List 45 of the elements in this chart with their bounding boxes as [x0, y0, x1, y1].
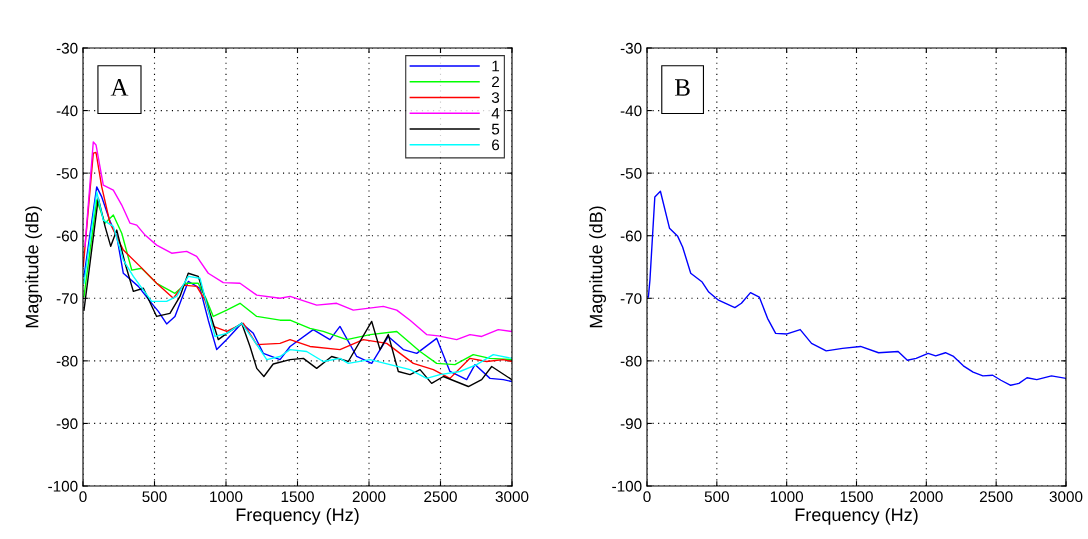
y-tick-label: -80 — [56, 355, 78, 367]
y-tick-label: -60 — [620, 230, 642, 242]
y-tick-label: -30 — [620, 42, 642, 54]
y-tick-label: -80 — [620, 355, 642, 367]
legend-label: 3 — [491, 92, 500, 103]
x-tick-label: 0 — [643, 491, 651, 503]
y-tick-label: -30 — [56, 42, 78, 54]
legend-label: 6 — [492, 139, 500, 151]
x-tick-label: 1000 — [210, 491, 243, 503]
y-tick-label: -60 — [56, 230, 78, 242]
y-tick-label: -70 — [620, 293, 642, 304]
x-tick-label: 1500 — [840, 491, 873, 503]
x-tick-label: 2000 — [352, 491, 386, 503]
legend-label: 1 — [492, 60, 500, 72]
legend-label: 4 — [491, 108, 500, 119]
x-tick-label: 2500 — [424, 491, 457, 503]
y-tick-label: -70 — [56, 293, 78, 304]
line-series — [84, 141, 512, 341]
x-tick-label: 2000 — [910, 491, 943, 503]
y-axis-title: Magnitude (dB) — [25, 206, 43, 328]
x-tick-label: 0 — [79, 491, 87, 503]
x-tick-label: 500 — [704, 491, 729, 503]
x-tick-label: 3000 — [495, 491, 529, 503]
y-tick-label: -100 — [48, 480, 78, 492]
x-axis-title: Frequency (Hz) — [236, 507, 359, 525]
line-series — [647, 190, 1066, 386]
legend-label: 2 — [492, 76, 500, 88]
x-axis-title: Frequency (Hz) — [795, 507, 918, 525]
annotation: B — [675, 79, 690, 96]
y-tick-label: -90 — [620, 418, 642, 430]
x-tick-label: 500 — [142, 491, 167, 503]
x-tick-label: 1000 — [770, 491, 804, 503]
annotation: A — [110, 79, 129, 96]
y-tick-label: -40 — [56, 105, 78, 117]
y-tick-label: -90 — [56, 418, 78, 430]
line-series — [83, 151, 512, 380]
y-tick-label: -100 — [612, 480, 642, 492]
y-tick-label: -50 — [56, 168, 78, 179]
x-tick-label: 1500 — [281, 491, 314, 503]
y-axis-title: Magnitude (dB) — [589, 206, 607, 328]
legend-label: 5 — [491, 123, 500, 135]
y-tick-label: -40 — [620, 105, 642, 117]
x-tick-label: 2500 — [979, 491, 1013, 503]
y-tick-label: -50 — [620, 168, 642, 179]
x-tick-label: 3000 — [1049, 491, 1083, 503]
